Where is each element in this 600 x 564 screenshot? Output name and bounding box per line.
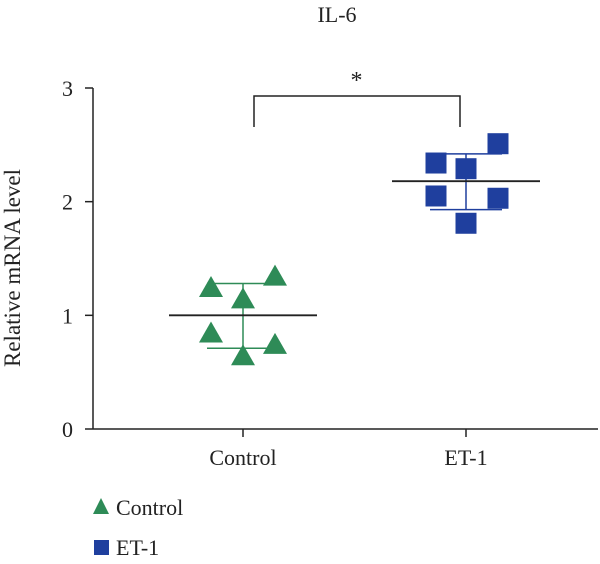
axes: 0 1 2 3 Control ET-1	[62, 76, 598, 470]
data-point	[263, 332, 287, 354]
data-point	[425, 152, 447, 174]
legend-square-icon	[94, 540, 109, 555]
x-tick-label: ET-1	[444, 445, 487, 470]
data-point	[231, 344, 255, 366]
significance-star: *	[351, 68, 363, 94]
data-point	[487, 133, 509, 155]
data-point	[455, 158, 477, 180]
y-tick-label: 2	[62, 190, 73, 215]
data-point	[455, 212, 477, 234]
x-tick-label: Control	[209, 445, 276, 470]
y-tick-label: 0	[62, 417, 73, 442]
chart-title: IL-6	[317, 2, 356, 27]
legend-label: ET-1	[116, 535, 159, 560]
data-point	[199, 321, 223, 343]
y-tick-label: 3	[62, 76, 73, 101]
legend: Control ET-1	[93, 495, 183, 560]
significance-annotation: *	[253, 68, 461, 127]
data-point	[199, 276, 223, 298]
data-point	[487, 187, 509, 209]
data-point	[231, 287, 255, 309]
y-axis-label: Relative mRNA level	[0, 169, 25, 367]
data-marks	[169, 133, 540, 366]
y-tick-label: 1	[62, 303, 73, 328]
data-point	[425, 185, 447, 207]
data-point	[263, 264, 287, 286]
significance-bracket	[253, 95, 461, 127]
legend-label: Control	[116, 495, 183, 520]
legend-triangle-icon	[93, 498, 109, 514]
